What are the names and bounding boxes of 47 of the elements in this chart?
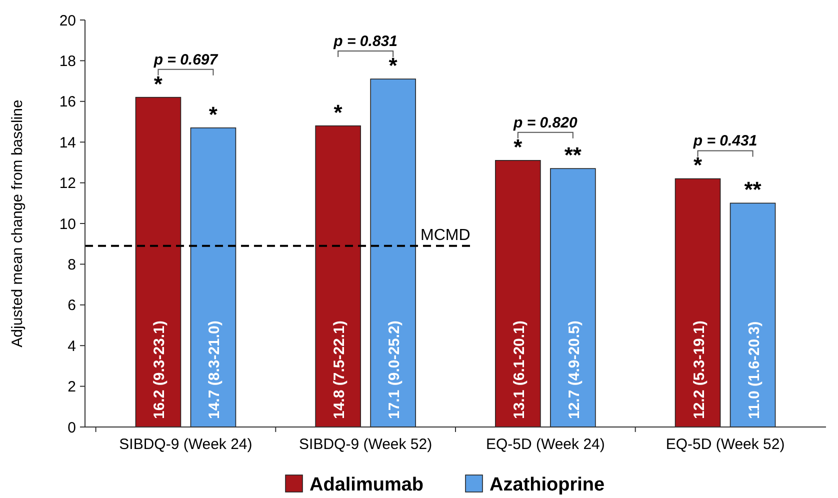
annotation: * (154, 71, 163, 96)
annotation: * (694, 152, 702, 178)
data-label: 11.0 (1.6-20.3) (746, 321, 763, 419)
bar (135, 96, 182, 428)
annotation: * (208, 102, 218, 127)
x-tick-label: SIBDQ-9 (Week 52) (299, 436, 432, 453)
y-tick-label: 0 (68, 419, 76, 436)
data-label: 14.7 (8.3-21.0) (206, 320, 224, 419)
data-label: 13.1 (6.1-20.1) (510, 320, 528, 419)
data-label: 12.2 (5.3-19.1) (690, 320, 708, 419)
annotation: * (514, 134, 523, 160)
y-tick-label: 12 (59, 175, 76, 192)
annotation: * (334, 100, 343, 125)
y-tick-label: 10 (59, 216, 76, 233)
y-tick-label: 2 (68, 378, 76, 396)
annotation: p = 0.820 (512, 114, 578, 132)
annotation: p = 0.831 (332, 33, 398, 50)
bar (550, 168, 596, 428)
bar (190, 127, 236, 428)
annotation: * (388, 53, 398, 78)
y-tick-label: 6 (68, 297, 76, 314)
annotation: ** (564, 142, 582, 168)
legend-label: Adalimumab (310, 474, 424, 496)
y-axis-title: Adjusted mean change from baseline (9, 100, 26, 348)
y-tick-label: 16 (59, 94, 76, 111)
legend-label: Azathioprine (490, 474, 605, 496)
x-tick-label: EQ-5D (Week 24) (486, 436, 605, 453)
y-tick-label: 20 (59, 12, 76, 30)
y-tick-label: 18 (59, 52, 76, 70)
bar (730, 202, 776, 428)
data-label: 16.2 (9.3-23.1) (151, 320, 168, 419)
y-tick-label: 4 (68, 338, 76, 355)
data-label: 17.1 (9.0-25.2) (386, 320, 404, 419)
annotation: p = 0.431 (692, 132, 758, 150)
data-label: 14.8 (7.5-22.1) (331, 320, 348, 419)
ref-line-label: MCMD (420, 226, 470, 244)
y-tick-label: 14 (59, 134, 76, 152)
y-tick-label: 8 (68, 256, 76, 274)
x-tick-label: EQ-5D (Week 52) (666, 436, 785, 453)
data-label: 12.7 (4.9-20.5) (566, 320, 583, 419)
annotation: ** (744, 177, 762, 202)
bar (315, 125, 361, 428)
annotation: p = 0.697 (152, 51, 218, 68)
x-tick-label: SIBDQ-9 (Week 24) (119, 436, 252, 453)
bar (674, 178, 721, 428)
bar (370, 78, 416, 428)
bar (495, 160, 541, 428)
